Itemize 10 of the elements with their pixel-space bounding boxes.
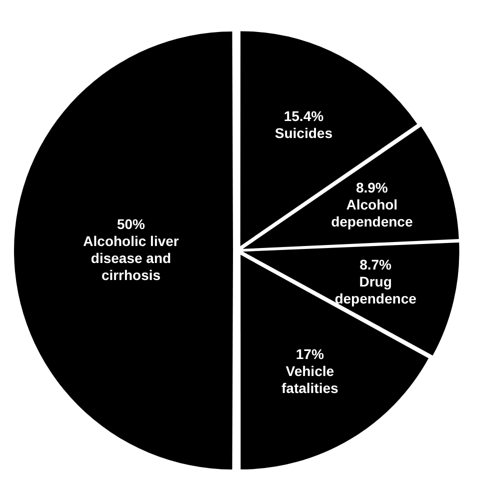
data-label: 15.4%: [284, 108, 324, 124]
data-label: 8.9%: [356, 179, 388, 196]
slice-label: Vehicle fatalities: [281, 362, 339, 396]
slice-label: Alcohol dependence: [331, 196, 413, 230]
slice-label: Suicides: [274, 124, 333, 141]
slice-label: Alcoholic liver disease and cirrhosis: [83, 232, 180, 283]
data-label: 8.7%: [360, 256, 392, 272]
data-label: 17%: [296, 346, 324, 362]
data-label: 50%: [116, 216, 146, 232]
slice-label: Drug dependence: [334, 273, 417, 306]
